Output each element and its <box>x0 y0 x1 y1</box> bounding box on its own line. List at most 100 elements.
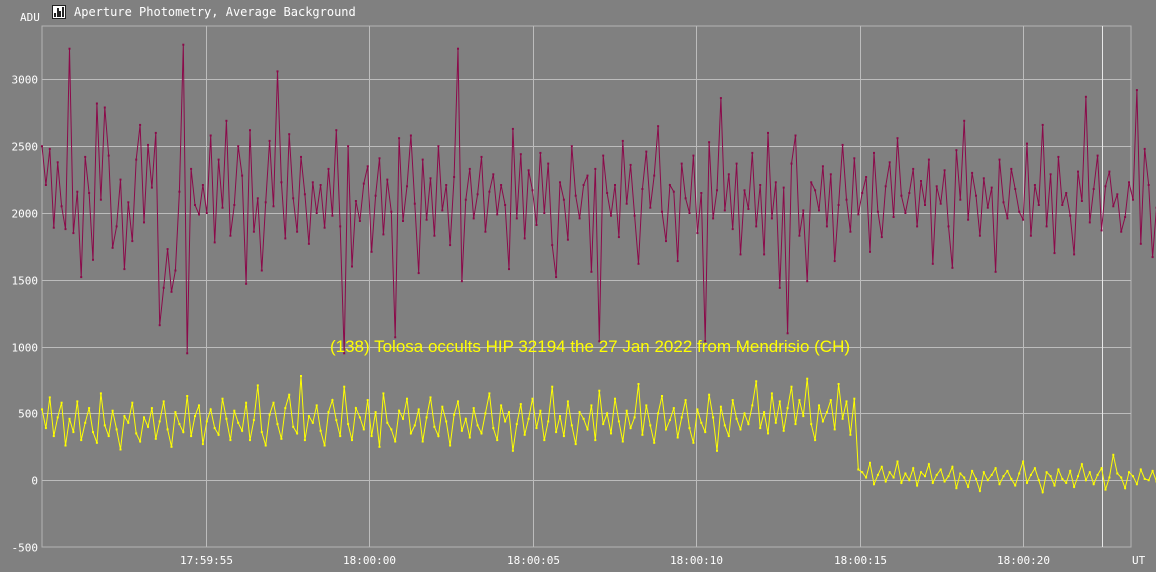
data-point <box>186 352 189 355</box>
data-point <box>645 404 648 407</box>
data-point <box>182 43 185 46</box>
data-point <box>292 197 295 200</box>
data-point <box>335 419 338 422</box>
data-point <box>264 201 267 204</box>
data-point <box>453 176 456 178</box>
data-point <box>425 416 428 419</box>
data-point <box>492 173 495 176</box>
data-point <box>845 198 848 201</box>
data-point <box>555 431 558 434</box>
data-point <box>1057 155 1060 158</box>
data-point <box>668 419 671 422</box>
y-tick-label: 3000 <box>12 74 39 87</box>
data-point <box>1065 481 1068 484</box>
data-point <box>606 192 609 194</box>
data-point <box>256 197 259 200</box>
data-point <box>1124 487 1127 490</box>
data-point <box>311 421 314 424</box>
data-point <box>829 399 832 402</box>
data-point <box>449 444 452 447</box>
data-point <box>268 413 271 416</box>
data-point <box>1073 485 1076 488</box>
data-point <box>209 408 212 411</box>
data-point <box>649 206 652 209</box>
data-point <box>625 409 628 412</box>
data-point <box>880 465 883 468</box>
data-point <box>198 404 200 407</box>
data-point <box>441 405 444 408</box>
data-point <box>920 471 922 474</box>
data-point <box>869 461 871 464</box>
data-point <box>41 408 43 411</box>
data-point <box>578 217 581 220</box>
data-point <box>1088 471 1091 474</box>
data-point <box>704 431 707 434</box>
data-point <box>782 429 785 432</box>
data-point <box>95 441 98 444</box>
data-point <box>967 485 970 488</box>
data-point <box>186 395 189 397</box>
data-point <box>629 163 632 166</box>
data-point <box>303 439 306 442</box>
data-point <box>739 253 742 256</box>
data-point <box>570 424 573 427</box>
data-point <box>810 181 813 184</box>
data-point <box>924 204 926 206</box>
data-point <box>288 133 291 136</box>
data-point <box>990 186 993 189</box>
x-tick-label: 18:00:05 <box>507 554 560 567</box>
data-point <box>1002 201 1005 204</box>
data-point <box>645 150 648 153</box>
data-point <box>1061 204 1064 206</box>
data-point <box>770 392 773 395</box>
data-point <box>704 340 707 343</box>
data-point <box>971 469 974 472</box>
data-point <box>1147 479 1150 482</box>
data-point <box>935 473 938 476</box>
data-point <box>774 181 777 184</box>
data-point <box>68 417 71 420</box>
data-point <box>747 208 750 210</box>
data-point <box>665 240 667 243</box>
x-tick-label: 17:59:55 <box>180 554 233 567</box>
data-point <box>1112 453 1115 456</box>
data-point <box>194 204 196 206</box>
data-point <box>574 443 577 446</box>
data-point <box>358 416 361 419</box>
plot-frame <box>41 25 1132 548</box>
data-point <box>409 134 412 137</box>
data-point <box>339 435 342 438</box>
data-point <box>884 480 887 483</box>
data-point <box>971 171 974 174</box>
data-point <box>252 230 255 233</box>
data-point <box>904 472 907 475</box>
data-point <box>307 415 310 418</box>
data-point <box>1100 467 1103 470</box>
light-curve-icon[interactable] <box>52 5 66 19</box>
data-point <box>975 477 977 480</box>
data-point <box>837 383 840 385</box>
data-point <box>763 253 766 256</box>
data-point <box>900 481 903 484</box>
data-point <box>657 125 660 128</box>
data-point <box>476 193 479 196</box>
data-point <box>1022 218 1025 221</box>
data-point <box>409 432 412 435</box>
data-point <box>543 439 546 442</box>
data-point <box>92 258 94 261</box>
data-point <box>692 441 695 444</box>
data-point <box>735 162 738 165</box>
data-point <box>598 340 601 343</box>
data-point <box>672 190 675 193</box>
data-point <box>990 473 993 476</box>
data-point <box>154 437 157 440</box>
chart-grid: -500 0 500 1000 1500 2000 2500 3000 17:59:55 18:0… <box>12 25 1132 567</box>
data-point <box>264 444 267 447</box>
series-background <box>41 43 1156 355</box>
data-point <box>1041 491 1044 494</box>
data-point <box>712 416 715 419</box>
data-point <box>386 421 389 424</box>
data-point <box>531 397 534 400</box>
data-point <box>523 237 526 240</box>
series-target-line <box>41 375 1156 495</box>
